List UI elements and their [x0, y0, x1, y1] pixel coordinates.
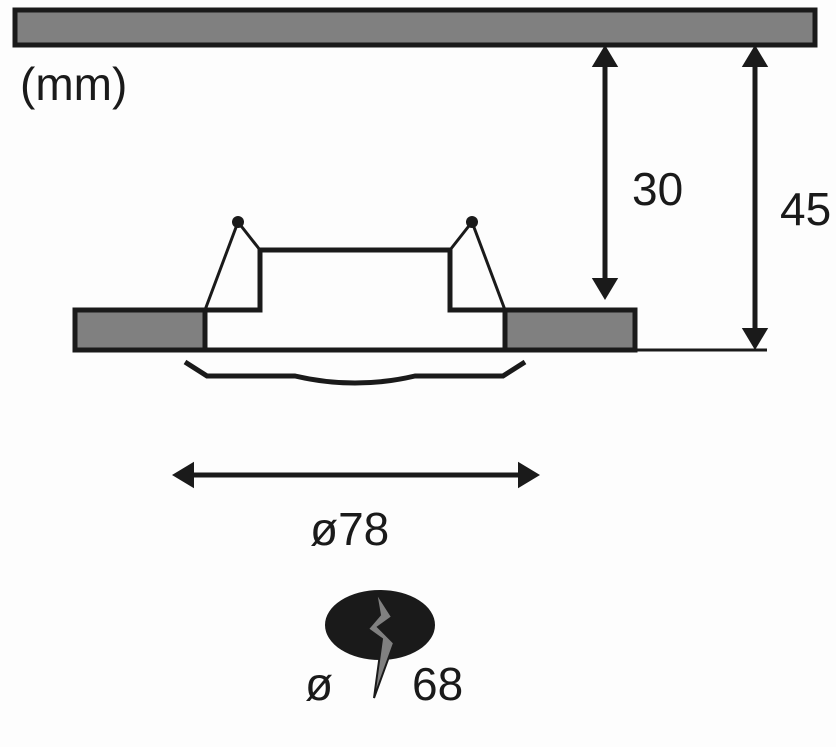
ceiling-bar: [15, 10, 815, 45]
dim-45-arrow-down: [742, 328, 768, 350]
dim-78-label: ø78: [310, 503, 389, 555]
fixture-rim-left: [75, 310, 205, 350]
dim-30-arrow-down: [592, 278, 618, 300]
dim-45-label: 45: [780, 183, 831, 235]
spring-clip-left-pin: [232, 216, 244, 228]
dim-68-prefix: ø: [305, 658, 333, 710]
spring-clip-right-pin: [466, 216, 478, 228]
dim-45-arrow-up: [742, 45, 768, 67]
fixture-rim-right: [505, 310, 635, 350]
dim-68-value: 68: [412, 658, 463, 710]
dim-30-label: 30: [632, 163, 683, 215]
fixture-bezel: [185, 362, 525, 383]
dim-78-arrow-left: [172, 462, 194, 488]
dim-78-arrow-right: [518, 462, 540, 488]
spring-clip-left-a: [205, 222, 238, 310]
spring-clip-right-a: [472, 222, 505, 310]
dim-30-arrow-up: [592, 45, 618, 67]
fixture-body-outline: [205, 250, 505, 310]
unit-label: (mm): [20, 58, 127, 110]
